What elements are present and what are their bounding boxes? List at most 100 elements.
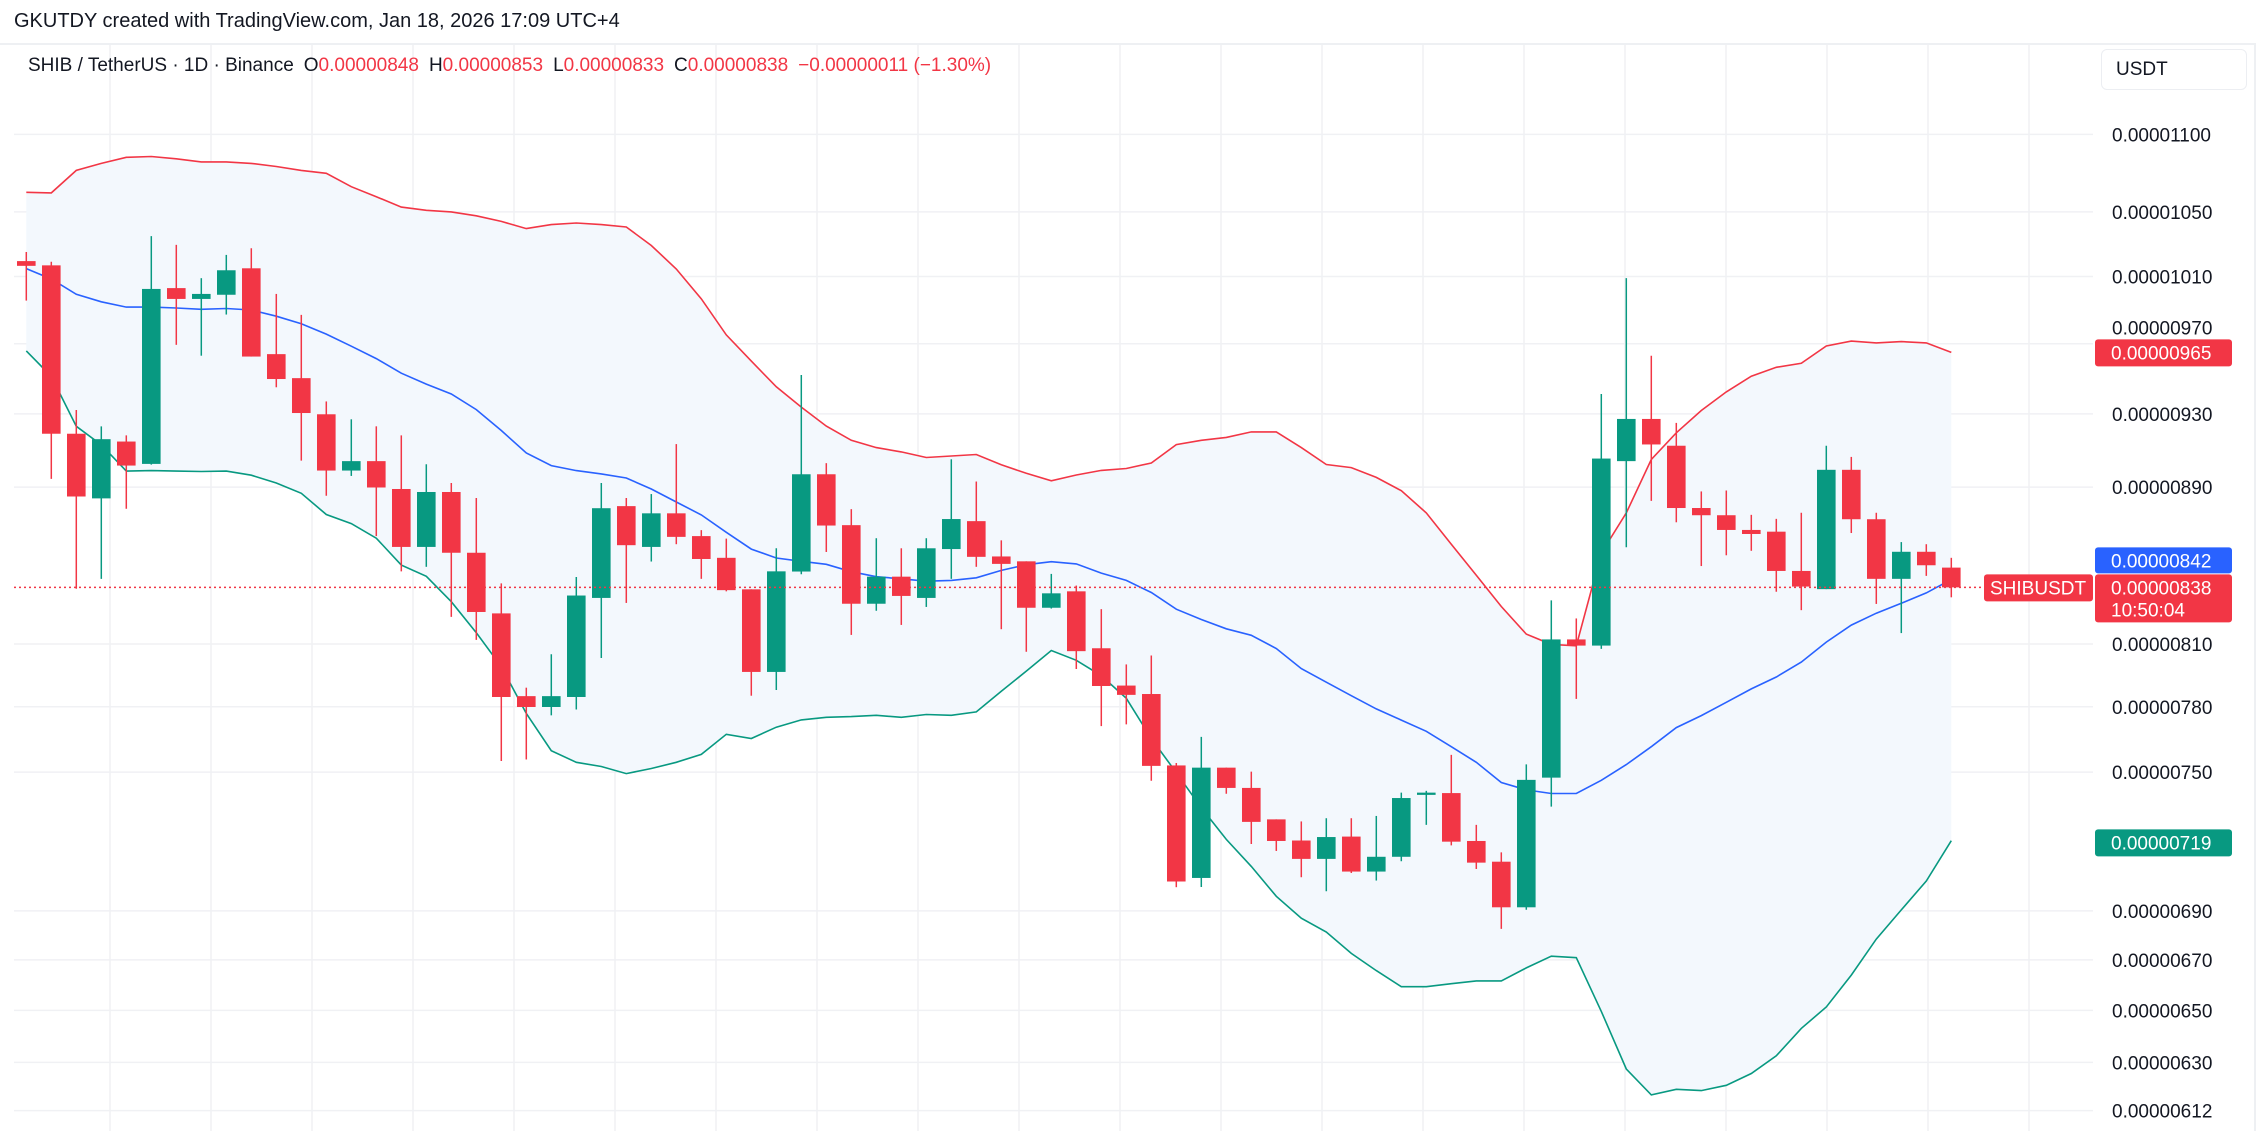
candle-body (1667, 445, 1686, 509)
candle-body (267, 354, 286, 380)
last-price-label-bg (2095, 574, 2232, 623)
candle-body (92, 439, 111, 499)
candle-body (617, 506, 636, 546)
price-axis-tick: 0.00000630 (2112, 1053, 2212, 1074)
chart-pane (0, 43, 2256, 1131)
candle (1092, 609, 1111, 727)
basis-price-label: 0.00000842 (2095, 547, 2232, 574)
candle-body (67, 433, 86, 497)
low-label: L (553, 55, 564, 76)
candle (917, 538, 936, 607)
candle (817, 463, 836, 552)
candle (1042, 573, 1061, 609)
candle-body (1442, 793, 1461, 842)
candle (692, 530, 711, 579)
candle (1292, 821, 1311, 878)
candle-body (417, 491, 436, 547)
candle (1792, 512, 1811, 611)
candle-body (242, 268, 261, 357)
candle (892, 548, 911, 625)
price-axis-tick: 0.00000650 (2112, 1001, 2212, 1022)
candle (1492, 852, 1511, 929)
candle-body (1392, 798, 1411, 857)
candle (1867, 512, 1886, 604)
candle (1917, 544, 1936, 576)
lower-band-line (25, 350, 1952, 1096)
candle-body (1167, 765, 1186, 882)
candle-body (967, 521, 986, 557)
candle-body (742, 589, 761, 672)
candle-body (1617, 418, 1636, 462)
price-axis-tick: 0.00001050 (2112, 203, 2212, 224)
price-axis-tick: 0.00000670 (2112, 951, 2212, 972)
high-label: H (428, 55, 443, 76)
candle (1942, 557, 1961, 598)
candle-body (142, 288, 161, 464)
basis-line (25, 267, 1952, 795)
candle-body (842, 525, 861, 604)
candle (17, 251, 36, 301)
upper-band-line (26, 155, 1952, 647)
candle (492, 583, 511, 762)
candle (1067, 585, 1086, 670)
candle (1517, 764, 1536, 910)
price-axis-tick: 0.00000970 (2112, 318, 2212, 339)
candle-body (942, 519, 961, 550)
candle (517, 687, 536, 760)
candle-body (342, 461, 361, 471)
candle (967, 481, 986, 567)
candle (1542, 600, 1561, 807)
upper-band-price-label-bg (2095, 339, 2232, 367)
candle-body (1892, 551, 1911, 579)
candle-body (1092, 648, 1111, 686)
candle-body (1217, 767, 1236, 788)
candle (1692, 491, 1711, 567)
candle (342, 419, 361, 476)
candle-body (1742, 529, 1761, 534)
candle (1642, 355, 1661, 501)
candle-body (1067, 591, 1086, 652)
candle-body (1492, 861, 1511, 908)
candle (592, 483, 611, 658)
high-value: 0.00000853 (442, 55, 544, 76)
candle-body (567, 595, 586, 697)
candle (1242, 771, 1261, 844)
candle-body (1467, 840, 1486, 863)
candle (642, 494, 661, 562)
candle (867, 538, 886, 611)
candle-body (792, 474, 811, 572)
candle (767, 548, 786, 691)
close-value: 0.00000838 (687, 55, 789, 76)
candle-body (117, 441, 136, 466)
basis-price-label-text: 0.00000842 (2111, 551, 2211, 572)
candle-body (17, 261, 36, 266)
lower-band-price-label-bg (2095, 829, 2232, 857)
symbol-title[interactable]: SHIB / TetherUS · 1D · Binance (28, 55, 294, 76)
candle-body (1792, 570, 1811, 587)
currency-button[interactable]: USDT (2101, 49, 2247, 90)
candle (367, 426, 386, 537)
price-axis-tick: 0.00000690 (2112, 902, 2212, 923)
candle (1567, 618, 1586, 699)
candle-body (167, 288, 186, 299)
candle-body (592, 508, 611, 598)
candle-body (367, 461, 386, 488)
price-tags: 0.000009650.000007190.0000083810:50:040.… (1984, 339, 2232, 857)
candle-body (1142, 694, 1161, 766)
open-value: 0.00000848 (318, 55, 419, 76)
price-axis-tick: 0.00000930 (2112, 405, 2212, 426)
candle (667, 444, 686, 545)
candle (942, 459, 961, 579)
last-price-label-text: 10:50:04 (2111, 600, 2185, 621)
candle-body (1367, 856, 1386, 872)
candle-body (1817, 469, 1836, 590)
candle (1892, 542, 1911, 634)
candle-body (1942, 567, 1961, 588)
candle (617, 498, 636, 603)
lower-band-price-label: 0.00000719 (2095, 829, 2232, 857)
candle-body (1042, 593, 1061, 608)
candle-body (992, 556, 1011, 564)
candle-body (1917, 551, 1936, 566)
candle (1417, 790, 1436, 825)
